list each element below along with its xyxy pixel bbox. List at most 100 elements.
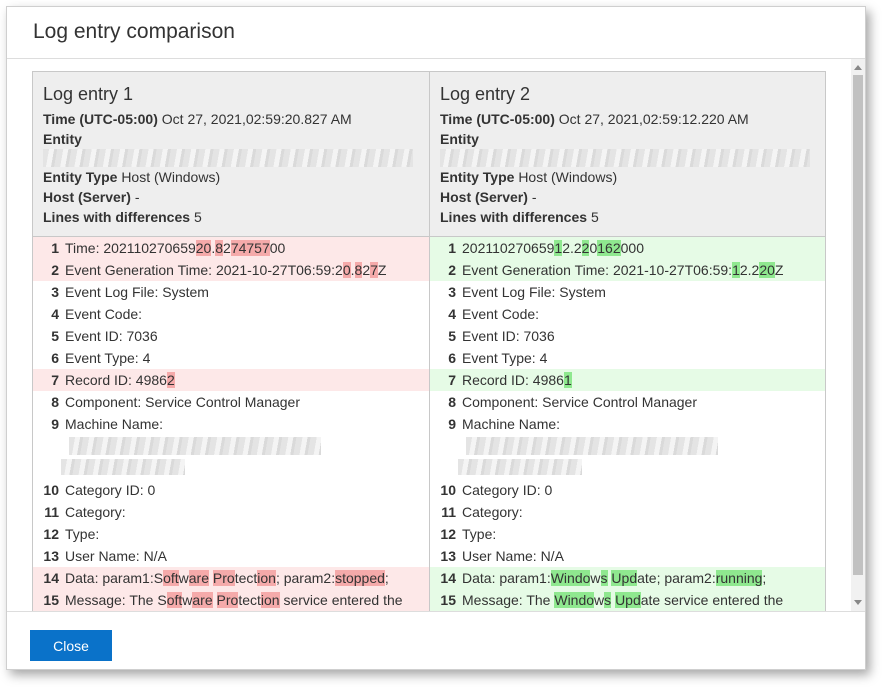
line-text: Event Log File: System bbox=[65, 281, 429, 303]
changed-text: Pro bbox=[216, 592, 239, 608]
line-number: 10 bbox=[43, 482, 59, 498]
text: Message: The S bbox=[65, 592, 167, 608]
line-text: Time: 20211027065920.827475700 bbox=[65, 237, 429, 259]
changed-text: Upd bbox=[611, 570, 638, 586]
line: 8 Component: Service Control Manager bbox=[430, 391, 825, 413]
line-number: 11 bbox=[441, 504, 456, 520]
changed-text: 2 bbox=[581, 240, 590, 256]
changed-text: 0 bbox=[342, 262, 351, 278]
text: tect bbox=[234, 570, 258, 586]
changed-text: s bbox=[604, 592, 612, 608]
text: Record ID: 4986 bbox=[65, 372, 167, 388]
line-number: 11 bbox=[44, 504, 59, 520]
field-label: Lines with differences bbox=[440, 209, 588, 225]
text: w bbox=[178, 570, 189, 586]
line-text: Category ID: 0 bbox=[65, 479, 429, 501]
line-number: 1 bbox=[51, 240, 59, 256]
line-text: Component: Service Control Manager bbox=[65, 391, 429, 413]
line-number: 14 bbox=[440, 570, 456, 586]
changed-text: 1 bbox=[563, 372, 572, 388]
scroll-down[interactable] bbox=[854, 600, 862, 605]
field-value: Oct 27, 2021,02:59:20.827 AM bbox=[161, 111, 352, 127]
line-wrap: 5 Event ID: 7036 bbox=[430, 325, 825, 347]
line: 10 Category ID: 0 bbox=[430, 479, 825, 501]
field-label: Host (Server) bbox=[43, 189, 131, 205]
line-number: 15 bbox=[43, 592, 59, 608]
line: 3 Event Log File: System bbox=[33, 281, 429, 303]
text: 202110270659 bbox=[462, 240, 555, 256]
line-number: 4 bbox=[51, 306, 59, 322]
text: ate; param2: bbox=[637, 570, 716, 586]
text: 000 bbox=[620, 240, 644, 256]
changed-text: 162 bbox=[597, 240, 621, 256]
line-number: 10 bbox=[440, 482, 456, 498]
line: 13 User Name: N/A bbox=[33, 545, 429, 567]
text: 00 bbox=[269, 240, 286, 256]
line-wrap: 2 Event Generation Time: 2021-10-27T06:59… bbox=[430, 259, 825, 281]
entry-header: Log entry 1 Time (UTC-05:00) Oct 27, 2021… bbox=[33, 72, 429, 237]
changed-text: are bbox=[188, 570, 209, 586]
line-number: 7 bbox=[51, 372, 59, 388]
line-wrap: 3 Event Log File: System bbox=[430, 281, 825, 303]
text: User Name: N/A bbox=[462, 548, 564, 564]
line-number: 15 bbox=[440, 592, 456, 608]
field-value: 5 bbox=[193, 209, 202, 225]
text: Data: param1: bbox=[462, 570, 551, 586]
line-wrap: 1 Time: 20211027065920.827475700 bbox=[33, 237, 429, 259]
line-text: Event Type: 4 bbox=[462, 347, 825, 369]
line: 4 Event Code: bbox=[430, 303, 825, 325]
line-wrap: 13 User Name: N/A bbox=[430, 545, 825, 567]
line-text: Category: bbox=[462, 501, 825, 523]
field: Entity bbox=[440, 129, 815, 149]
entry-title: Log entry 1 bbox=[43, 84, 134, 104]
line-wrap: 6 Event Type: 4 bbox=[430, 347, 825, 369]
line-wrap: 6 Event Type: 4 bbox=[33, 347, 429, 369]
text: Event ID: 7036 bbox=[462, 328, 555, 344]
line-number: 3 bbox=[51, 284, 59, 300]
line: 8 Component: Service Control Manager bbox=[33, 391, 429, 413]
separator bbox=[7, 611, 865, 612]
line: 11 Category: bbox=[430, 501, 825, 523]
text: 2 bbox=[223, 240, 231, 256]
line-wrap: 1 20211027065912.220162000 bbox=[430, 237, 825, 259]
line-text: Event ID: 7036 bbox=[65, 325, 429, 347]
line-wrap: 8 Component: Service Control Manager bbox=[430, 391, 825, 413]
scroll-thumb[interactable] bbox=[853, 75, 863, 575]
changed-text: 7 bbox=[370, 262, 378, 278]
line: 1 Time: 20211027065920.827475700 bbox=[33, 237, 429, 259]
close-button[interactable]: Close bbox=[30, 630, 112, 661]
line-text: Data: param1:Windows Update; param2:runn… bbox=[462, 567, 825, 589]
line-wrap: 2 Event Generation Time: 2021-10-27T06:59… bbox=[33, 259, 429, 281]
text: Record ID: 4986 bbox=[462, 372, 564, 388]
line: 2 Event Generation Time: 2021-10-27T06:59… bbox=[33, 259, 429, 281]
text: Category: bbox=[462, 504, 523, 520]
scrollbar[interactable] bbox=[851, 59, 865, 611]
changed-text: 2 bbox=[166, 372, 175, 388]
line: 11 Category: bbox=[33, 501, 429, 523]
field-value: - bbox=[134, 189, 140, 205]
line-number: 12 bbox=[440, 526, 456, 542]
changed-text: 20 bbox=[759, 262, 775, 278]
entry-header: Log entry 2 Time (UTC-05:00) Oct 27, 2021… bbox=[430, 72, 825, 237]
line-number: 9 bbox=[51, 416, 59, 432]
line: 6 Event Type: 4 bbox=[33, 347, 429, 369]
text: Message: The bbox=[462, 592, 555, 608]
line-number: 8 bbox=[448, 394, 456, 410]
line: 6 Event Type: 4 bbox=[430, 347, 825, 369]
text: . bbox=[211, 240, 216, 256]
text: Event Code: bbox=[462, 306, 540, 322]
separator bbox=[7, 58, 865, 59]
line-text: User Name: N/A bbox=[462, 545, 825, 567]
line-text: Record ID: 49861 bbox=[462, 369, 825, 391]
text: tect bbox=[238, 592, 261, 608]
line-wrap: 7 Record ID: 49862 bbox=[33, 369, 429, 391]
text: ate service entered the bbox=[640, 592, 784, 608]
line-wrap: 12 Type: bbox=[430, 523, 825, 545]
field: Lines with differences 5 bbox=[440, 207, 815, 227]
line: 2 Event Generation Time: 2021-10-27T06:59… bbox=[430, 259, 825, 281]
line-number: 12 bbox=[43, 526, 59, 542]
field-label: Entity Type bbox=[440, 169, 515, 185]
scroll-up[interactable] bbox=[854, 65, 862, 70]
field: Host (Server) - bbox=[43, 187, 419, 207]
line-wrap: 5 Event ID: 7036 bbox=[33, 325, 429, 347]
